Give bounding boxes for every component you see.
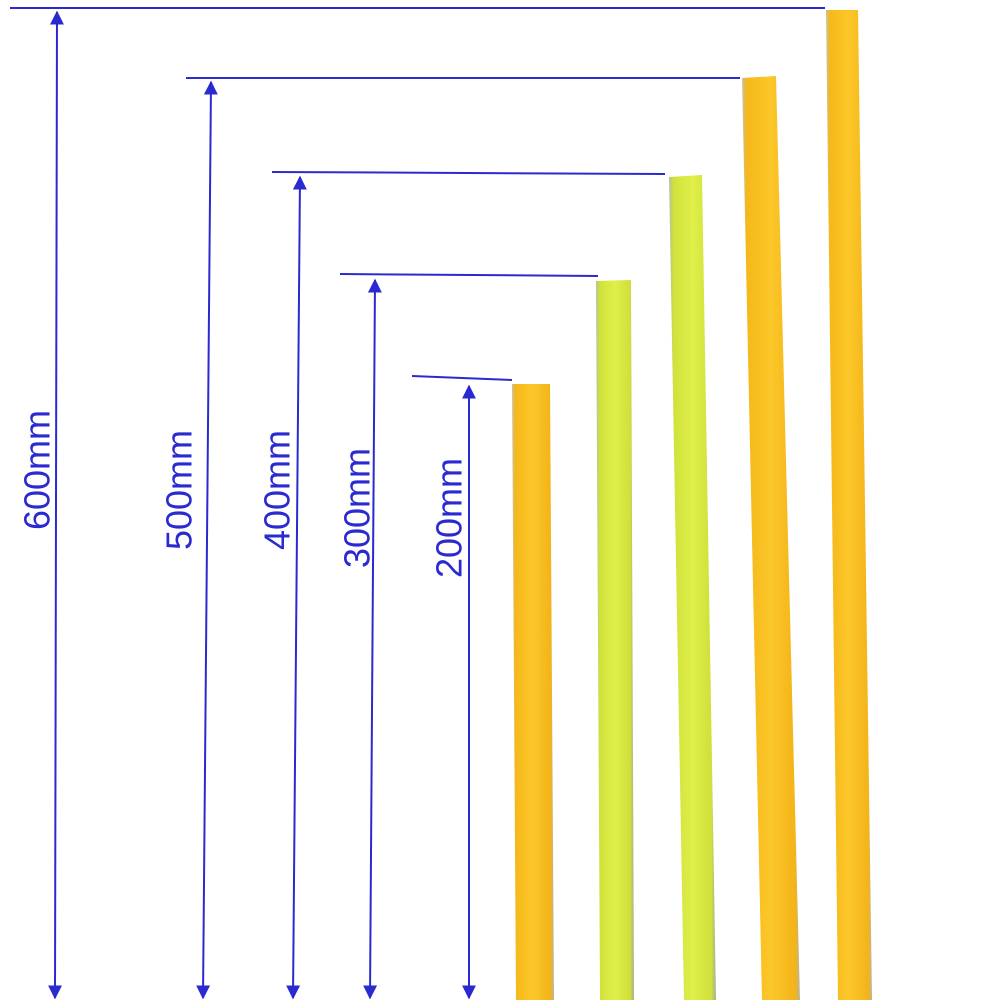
dimension-arrow	[286, 175, 307, 1000]
extension-line	[271, 171, 666, 175]
strip	[669, 175, 716, 1000]
dimension-arrow	[48, 10, 64, 1000]
dimension-label: 300mm	[337, 448, 378, 568]
dimension-arrow	[363, 278, 382, 1000]
dimension-label: 500mm	[159, 430, 200, 550]
dimension-label: 400mm	[257, 430, 298, 550]
strip	[826, 10, 872, 1000]
extension-line	[339, 273, 599, 277]
extension-line	[411, 375, 513, 381]
strip	[596, 280, 634, 1000]
strip	[512, 384, 554, 1000]
dimension-label: 600mm	[17, 410, 58, 530]
strip	[742, 76, 800, 1000]
dimension-arrow	[196, 80, 218, 1000]
dimension-label: 200mm	[429, 458, 470, 578]
